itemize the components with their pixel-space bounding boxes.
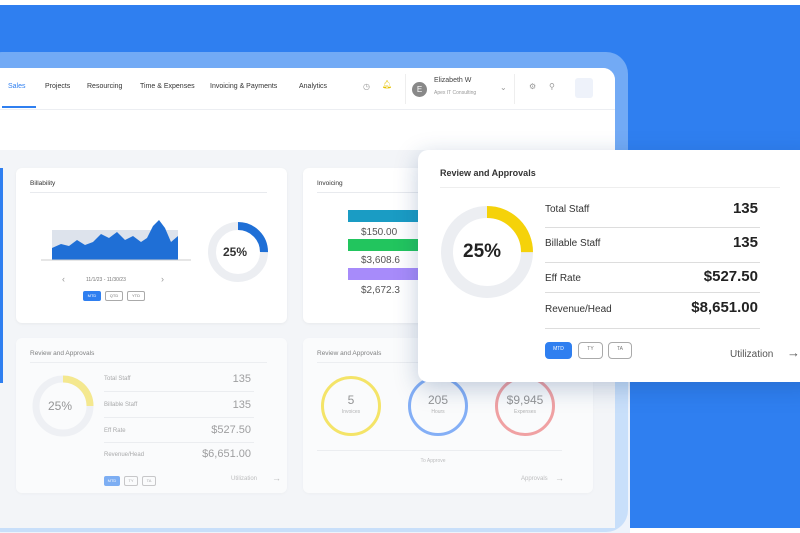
popup-title: Review and Approvals: [440, 168, 536, 178]
row-value: $527.50: [211, 424, 251, 436]
page-header: [0, 110, 615, 150]
approval-value: $9,945: [506, 393, 544, 407]
chevron-down-icon: ⌄: [500, 83, 507, 92]
approval-label: Expenses: [514, 409, 536, 415]
review-percent: 25%: [48, 399, 73, 413]
app-window: Sales Projects Resourcing Time & Expense…: [0, 68, 615, 528]
arrow-right-icon: →: [787, 345, 800, 360]
review-approvals-card: Review and Approvals 25% Total Staff 135…: [16, 338, 287, 493]
period-ta[interactable]: TA: [142, 476, 156, 486]
card-title: Invoicing: [317, 180, 343, 187]
period-mtd[interactable]: MTD: [545, 342, 572, 359]
row-value: $8,651.00: [691, 299, 758, 316]
review-approvals-popup: Review and Approvals 25% Total Staff 135…: [418, 150, 800, 382]
approval-value: 5: [347, 393, 355, 407]
utilization-link[interactable]: Utilization: [730, 349, 774, 360]
row-label: Revenue/Head: [104, 452, 145, 458]
nav-sales[interactable]: Sales: [8, 83, 26, 90]
billability-card: Billability ‹ 11/1/23 - 11/30/23 › MTD Q…: [16, 168, 287, 323]
invoice-bar: [348, 210, 418, 222]
row-value: $6,651.00: [202, 448, 251, 460]
billability-area-chart: [41, 220, 191, 261]
user-company: Apex IT Consulting: [434, 90, 477, 96]
approval-value: 205: [427, 393, 449, 407]
avatar: E: [412, 82, 427, 97]
utilization-link[interactable]: Utilization: [231, 476, 258, 482]
row-value: 135: [232, 399, 251, 411]
card-title: Review and Approvals: [30, 350, 95, 357]
period-qtd[interactable]: QTD: [105, 291, 123, 301]
invoice-bar: [348, 239, 418, 251]
arrow-right-icon: →: [555, 473, 564, 483]
invoice-value: $150.00: [361, 227, 398, 238]
billability-percent: 25%: [223, 245, 248, 259]
nav-analytics[interactable]: Analytics: [299, 83, 328, 90]
row-value: 135: [732, 200, 758, 217]
review-donut: [32, 375, 94, 437]
app-logo[interactable]: [575, 78, 593, 98]
card-title: Billability: [30, 180, 56, 187]
active-tab-indicator: [2, 106, 36, 108]
user-menu[interactable]: E Elizabeth W Apex IT Consulting ⌄: [405, 74, 515, 104]
chevron-right-icon[interactable]: ›: [161, 274, 164, 284]
period-ty[interactable]: TY: [124, 476, 138, 486]
row-label: Total Staff: [545, 204, 590, 215]
row-value: $527.50: [703, 268, 758, 285]
approvals-link[interactable]: Approvals: [521, 476, 548, 482]
top-nav: Sales Projects Resourcing Time & Expense…: [0, 68, 615, 110]
invoice-value: $2,672.3: [361, 285, 400, 296]
period-ty[interactable]: TY: [578, 342, 603, 359]
row-label: Revenue/Head: [545, 304, 612, 315]
card-title: Review and Approvals: [317, 350, 382, 357]
period-mtd[interactable]: MTD: [104, 476, 120, 486]
approval-label: Invoices: [341, 409, 361, 415]
approval-label: Hours: [431, 409, 445, 415]
clock-icon[interactable]: ◷: [363, 82, 370, 91]
bell-icon[interactable]: 🔔︎: [382, 80, 393, 89]
nav-projects[interactable]: Projects: [45, 83, 71, 90]
nav-invoicing-payments[interactable]: Invoicing & Payments: [210, 83, 278, 90]
period-ta[interactable]: TA: [608, 342, 632, 359]
chevron-left-icon[interactable]: ‹: [62, 274, 65, 284]
billability-area: [52, 220, 178, 260]
search-icon[interactable]: ⚲: [549, 82, 555, 91]
row-label: Total Staff: [104, 376, 131, 382]
row-value: 135: [232, 373, 251, 385]
user-name: Elizabeth W: [434, 77, 472, 84]
invoice-bar: [348, 268, 418, 280]
popup-percent: 25%: [463, 241, 502, 262]
nav-time-expenses[interactable]: Time & Expenses: [140, 83, 195, 90]
row-label: Billable Staff: [104, 402, 138, 408]
invoice-value: $3,608.6: [361, 255, 400, 266]
billability-donut: [208, 222, 268, 282]
to-approve-caption: To Approve: [420, 458, 446, 464]
sidebar-edge: [0, 168, 3, 383]
popup-donut: [441, 206, 533, 298]
date-range: 11/1/23 - 11/30/23: [86, 277, 126, 283]
row-label: Eff Rate: [104, 428, 126, 434]
period-mtd[interactable]: MTD: [83, 291, 101, 301]
row-label: Billable Staff: [545, 238, 601, 249]
row-value: 135: [732, 234, 758, 251]
settings-icon[interactable]: ⚙: [529, 82, 537, 91]
row-label: Eff Rate: [545, 273, 581, 284]
period-ytd[interactable]: YTD: [127, 291, 145, 301]
arrow-right-icon: →: [272, 473, 281, 483]
nav-resourcing[interactable]: Resourcing: [87, 83, 123, 90]
approval-ring-invoices[interactable]: [321, 376, 381, 436]
